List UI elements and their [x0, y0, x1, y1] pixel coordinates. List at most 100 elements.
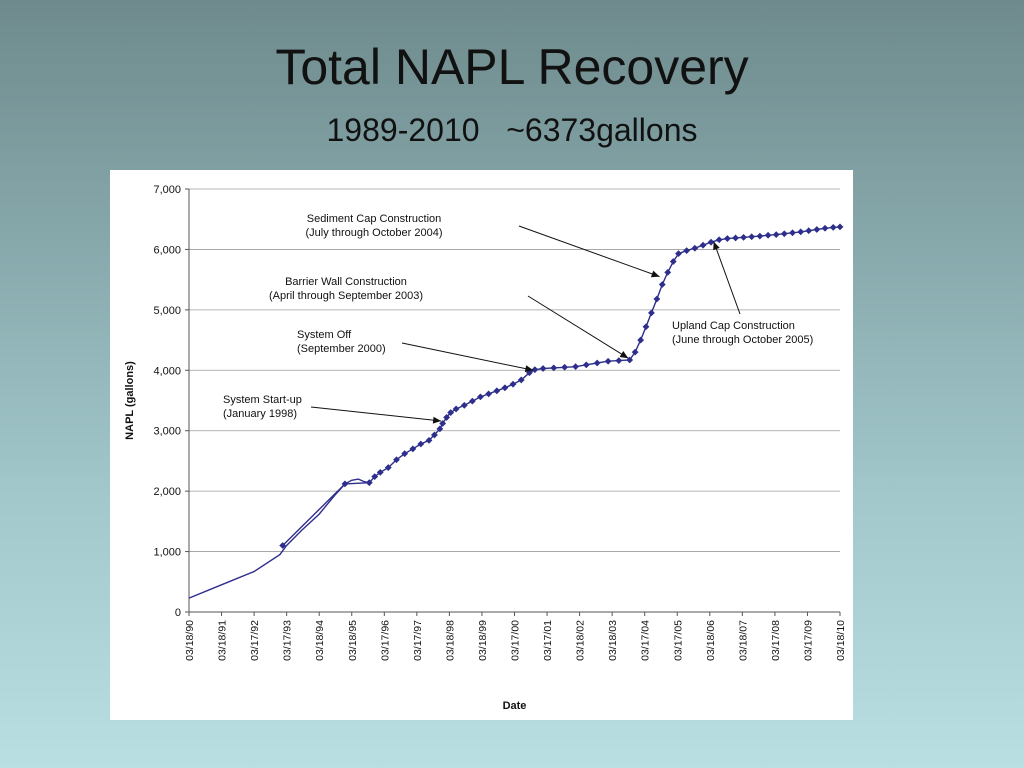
data-point-marker [637, 336, 645, 344]
x-tick-label: 03/18/99 [477, 620, 489, 661]
data-point-marker [829, 223, 837, 231]
data-point-marker [653, 295, 661, 303]
annotation-arrowhead [524, 365, 534, 373]
data-point-marker [485, 390, 493, 398]
x-tick-label: 03/18/98 [444, 620, 456, 661]
data-point-marker [805, 227, 813, 235]
data-point-marker [789, 229, 796, 237]
data-point-marker [615, 357, 623, 365]
y-tick-label: 5,000 [153, 305, 181, 317]
data-point-marker [371, 473, 379, 481]
x-tick-label: 03/18/02 [575, 620, 587, 661]
x-tick-label: 03/18/91 [217, 620, 229, 661]
annotation-label: Upland Cap Construction [672, 320, 795, 332]
chart-panel: 0 1,000 2,000 3,000 4,000 5,000 6,000 7,000 03/1… [110, 170, 853, 720]
annotation-arrowhead [619, 351, 629, 359]
x-tick-label: 03/17/09 [802, 620, 814, 661]
x-tick-label: 03/18/90 [184, 620, 196, 661]
data-point-marker [836, 223, 844, 231]
data-point-marker [493, 387, 501, 395]
annotation-label: (September 2000) [297, 343, 386, 355]
data-point-marker [572, 363, 579, 371]
y-tick-label: 7,000 [153, 184, 181, 196]
y-tick-label: 4,000 [153, 365, 181, 377]
data-point-marker [631, 348, 639, 356]
data-point-marker [443, 414, 451, 421]
x-tick-label: 03/18/03 [607, 620, 619, 661]
data-point-marker [821, 224, 829, 232]
data-point-marker [477, 393, 484, 401]
annotation-arrowhead [713, 241, 720, 251]
annotation-label: (July through October 2004) [306, 227, 443, 239]
x-tick-label: 03/17/00 [510, 620, 522, 661]
y-tick-label: 2,000 [153, 486, 181, 498]
annotation-arrowhead [650, 270, 660, 278]
data-point-marker [658, 281, 666, 288]
data-point-marker [604, 357, 612, 365]
data-point-marker [715, 236, 723, 244]
data-point-marker [772, 231, 780, 239]
data-point-marker [452, 405, 460, 413]
data-point-marker [740, 233, 747, 241]
data-point-marker [393, 456, 400, 464]
data-point-marker [797, 228, 805, 236]
data-point-marker [447, 409, 455, 416]
slide-subtitle: 1989-2010 ~6373gallons [326, 112, 698, 148]
annotation-arrow [401, 342, 534, 371]
x-tick-label: 03/17/08 [770, 620, 782, 661]
data-point-marker [582, 361, 590, 369]
x-tick-label: 03/17/92 [249, 620, 261, 661]
data-point-marker [764, 231, 772, 239]
annotation-arrowhead [432, 416, 442, 424]
data-point-marker [376, 469, 384, 476]
data-point-marker [384, 464, 392, 471]
data-point-marker [813, 226, 821, 233]
y-tick-label: 1,000 [153, 547, 181, 559]
data-point-marker [341, 480, 349, 488]
annotation-label: (April through September 2003) [269, 290, 423, 302]
data-point-marker [648, 309, 655, 317]
annotation-label: System Start-up [223, 394, 302, 406]
data-point-marker [439, 420, 447, 427]
data-point-marker [539, 365, 547, 372]
data-point-marker [699, 241, 707, 249]
data-point-marker [626, 356, 634, 364]
data-point-marker [748, 233, 756, 241]
data-point-marker [409, 445, 417, 453]
data-point-marker [431, 431, 438, 439]
data-point-marker [401, 450, 409, 458]
data-point-marker [780, 230, 788, 238]
data-point-marker [425, 436, 433, 444]
y-tick-label: 3,000 [153, 426, 181, 438]
annotation-arrow [310, 406, 442, 422]
data-point-marker [683, 247, 691, 255]
annotation-arrow [518, 225, 660, 278]
data-point-marker [468, 397, 476, 405]
x-tick-label: 03/17/96 [379, 620, 391, 661]
x-tick-label: 03/18/10 [835, 620, 847, 661]
data-point-marker [531, 366, 539, 374]
data-point-marker [593, 359, 601, 367]
data-point-marker [642, 323, 650, 331]
data-point-marker [501, 384, 509, 392]
data-point-marker [550, 364, 558, 372]
x-tick-label: 03/18/95 [347, 620, 359, 661]
x-tick-label: 03/17/04 [640, 620, 652, 661]
x-tick-label: 03/17/97 [412, 620, 424, 661]
annotation-label: Sediment Cap Construction [307, 213, 442, 225]
x-tick-label: 03/17/01 [542, 620, 554, 661]
x-tick-label: 03/18/94 [314, 620, 326, 661]
data-point-marker [732, 234, 739, 242]
slide-title: Total NAPL Recovery [275, 39, 749, 95]
x-tick-label: 03/17/93 [282, 620, 294, 661]
data-point-marker [561, 363, 569, 371]
data-point-marker [509, 380, 517, 388]
x-tick-label: 03/18/07 [737, 620, 749, 661]
data-point-marker [691, 244, 699, 252]
annotation-label: System Off [297, 329, 352, 341]
annotation-arrow [527, 295, 629, 359]
data-point-marker [707, 238, 715, 246]
annotation-label: (June through October 2005) [672, 334, 813, 346]
data-point-marker [436, 425, 444, 433]
y-tick-label: 0 [175, 607, 181, 619]
